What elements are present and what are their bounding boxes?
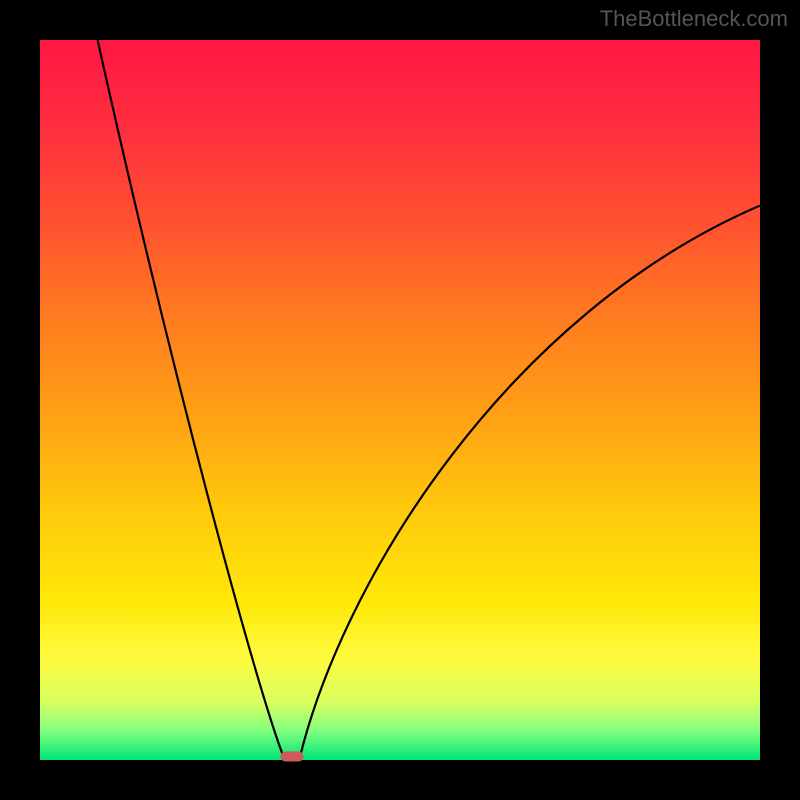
optimum-marker xyxy=(280,751,303,761)
chart-svg xyxy=(0,0,800,800)
bottleneck-chart: TheBottleneck.com xyxy=(0,0,800,800)
watermark-text: TheBottleneck.com xyxy=(600,6,788,32)
chart-background xyxy=(40,40,760,760)
